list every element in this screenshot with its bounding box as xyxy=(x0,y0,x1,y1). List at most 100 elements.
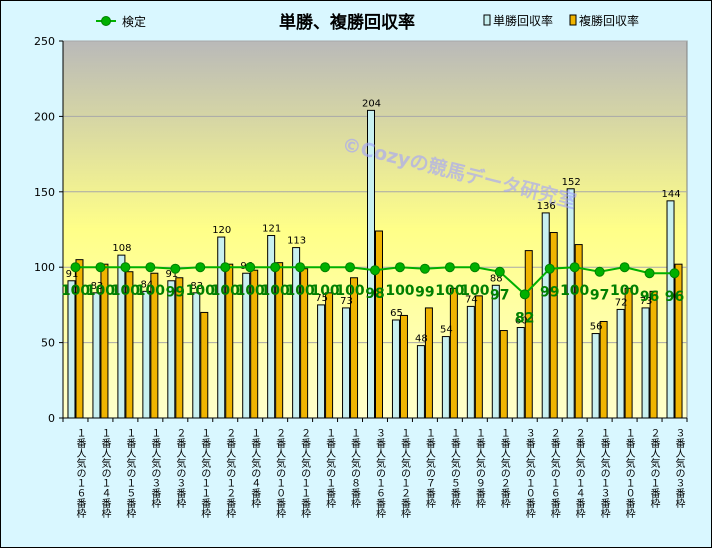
x-tick-label: １番人気の２番枠 xyxy=(498,428,510,509)
tansho-data-label: 152 xyxy=(562,177,581,188)
kentei-point xyxy=(569,262,580,273)
bar-fukusho xyxy=(250,269,259,419)
bar-tansho xyxy=(391,319,400,419)
bar-fukusho xyxy=(524,250,533,419)
legend-label: 単勝回収率 xyxy=(493,13,553,28)
bar-tansho xyxy=(541,212,550,419)
x-tick-label: ２番人気の３番枠 xyxy=(174,428,186,509)
tansho-data-label: 54 xyxy=(440,325,453,336)
bar-fukusho xyxy=(574,244,583,419)
bar-fukusho xyxy=(225,263,234,419)
tansho-data-label: 72 xyxy=(615,297,628,308)
x-tick-label: １番人気の１６番枠 xyxy=(74,428,86,519)
kentei-point xyxy=(220,262,231,273)
bar-fukusho xyxy=(599,320,608,419)
kentei-point xyxy=(120,262,131,273)
kentei-data-label: 100 xyxy=(186,283,215,299)
tansho-data-label: 136 xyxy=(537,201,556,212)
bar-tansho xyxy=(117,254,126,419)
y-tick-label: 0 xyxy=(48,412,55,425)
kentei-point xyxy=(469,262,480,273)
kentei-data-label: 100 xyxy=(286,283,315,299)
kentei-point xyxy=(370,265,380,276)
bar-fukusho xyxy=(325,292,334,419)
kentei-data-label: 100 xyxy=(610,283,639,299)
x-tick-label: ３番人気の１６番枠 xyxy=(374,428,386,519)
x-tick-label: １番人気の１４番枠 xyxy=(99,428,111,519)
kentei-data-label: 100 xyxy=(211,283,240,299)
y-tick-label: 200 xyxy=(34,110,55,123)
y-tick-label: 250 xyxy=(34,35,55,48)
kentei-data-label: 98 xyxy=(365,286,384,302)
kentei-data-label: 82 xyxy=(515,310,534,326)
bar-tansho xyxy=(491,284,500,419)
bar-fukusho xyxy=(150,272,159,419)
x-tick-label: ２番人気の１２番枠 xyxy=(224,428,236,519)
kentei-point xyxy=(419,263,430,274)
bar-tansho xyxy=(192,292,201,419)
bar-fukusho xyxy=(424,307,433,419)
bar-tansho xyxy=(142,290,151,419)
bar-tansho xyxy=(566,188,575,419)
bar-tansho xyxy=(616,308,625,419)
legend-line-marker xyxy=(101,16,111,26)
kentei-data-label: 100 xyxy=(61,283,90,299)
kentei-data-label: 96 xyxy=(665,289,684,305)
x-tick-label: ２番人気の１０番枠 xyxy=(274,428,286,519)
bar-fukusho xyxy=(624,287,633,419)
legend-fukusho-swatch xyxy=(569,14,577,26)
x-tick-label: ３番人気の１０番枠 xyxy=(523,428,535,519)
kentei-point xyxy=(345,262,356,273)
x-tick-label: ２番人気の１番枠 xyxy=(648,428,660,509)
bar-tansho xyxy=(441,336,450,419)
x-tick-label: １番人気の１３番枠 xyxy=(598,428,610,519)
kentei-data-label: 100 xyxy=(460,283,489,299)
x-tick-label: １番人気の１２番枠 xyxy=(398,428,410,519)
kentei-data-label: 97 xyxy=(590,288,609,304)
kentei-point xyxy=(519,289,530,300)
kentei-point xyxy=(170,263,181,274)
bar-tansho xyxy=(242,272,251,419)
kentei-point xyxy=(320,262,331,273)
x-tick-label: １番人気の８番枠 xyxy=(349,428,361,509)
tansho-data-label: 65 xyxy=(390,308,403,319)
bar-fukusho xyxy=(674,263,683,419)
bar-tansho xyxy=(367,109,375,419)
legend-label: 複勝回収率 xyxy=(579,13,639,28)
kentei-data-label: 96 xyxy=(640,289,659,305)
bar-fukusho xyxy=(449,287,458,419)
tansho-data-label: 73 xyxy=(340,296,353,307)
bar-tansho xyxy=(292,247,301,419)
bar-tansho xyxy=(516,327,525,419)
chart-title: 単勝、複勝回収率 xyxy=(279,12,415,33)
bar-tansho xyxy=(167,280,176,419)
y-tick-label: 50 xyxy=(41,337,55,350)
legend-label: 検定 xyxy=(122,14,146,29)
bar-tansho xyxy=(641,307,650,419)
tansho-data-label: 56 xyxy=(590,322,603,333)
tansho-data-label: 48 xyxy=(415,334,428,345)
tansho-data-label: 75 xyxy=(315,293,328,304)
x-tick-label: １番人気の１番枠 xyxy=(324,428,336,509)
tansho-data-label: 88 xyxy=(490,273,503,284)
bar-tansho xyxy=(217,236,226,419)
x-tick-label: １番人気の１５番枠 xyxy=(124,428,136,519)
bar-fukusho xyxy=(100,263,109,419)
kentei-point xyxy=(394,262,405,273)
kentei-data-label: 100 xyxy=(136,283,165,299)
bar-tansho xyxy=(666,200,675,419)
kentei-data-label: 100 xyxy=(310,283,339,299)
bar-fukusho xyxy=(375,230,383,419)
tansho-data-label: 83 xyxy=(91,281,104,292)
y-tick-label: 150 xyxy=(34,186,55,199)
kentei-data-label: 100 xyxy=(236,283,265,299)
x-tick-label: １番人気の５番枠 xyxy=(448,428,460,509)
x-tick-label: １番人気の４番枠 xyxy=(249,428,261,509)
bar-tansho xyxy=(67,280,76,419)
kentei-data-label: 100 xyxy=(86,283,115,299)
tansho-data-label: 91 xyxy=(66,269,79,280)
kentei-point xyxy=(70,262,81,273)
tansho-data-label: 204 xyxy=(362,98,381,109)
